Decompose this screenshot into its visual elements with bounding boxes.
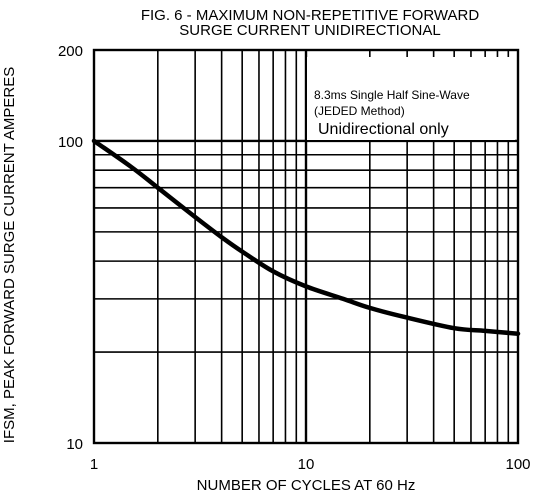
annotation-line-3: Unidirectional only	[318, 121, 449, 138]
major-gridlines	[94, 50, 518, 443]
y-tick-label: 200	[58, 43, 83, 60]
annotation-box	[307, 57, 515, 140]
x-tick-label: 1	[90, 456, 98, 473]
y-tick-labels: 10 100 200	[58, 43, 83, 453]
chart-title: FIG. 6 - MAXIMUM NON-REPETITIVE FORWARD	[141, 7, 480, 24]
x-tick-label: 100	[505, 456, 530, 473]
y-tick-label: 10	[66, 436, 83, 453]
series-line	[91, 138, 521, 336]
plot-frame	[92, 48, 520, 445]
x-axis-label: NUMBER OF CYCLES AT 60 Hz	[197, 477, 416, 494]
annotation-line-1: 8.3ms Single Half Sine-Wave	[314, 88, 470, 102]
chart-subtitle: SURGE CURRENT UNIDIRECTIONAL	[179, 22, 440, 39]
y-tick-label: 100	[58, 134, 83, 151]
x-tick-label: 10	[298, 456, 315, 473]
plot-border	[92, 48, 520, 445]
x-tick-labels: 1 10 100	[90, 456, 531, 473]
annotation-line-2: (JEDED Method)	[314, 104, 405, 118]
y-axis-label: IFSM, PEAK FORWARD SURGE CURRENT AMPERES	[1, 67, 18, 443]
